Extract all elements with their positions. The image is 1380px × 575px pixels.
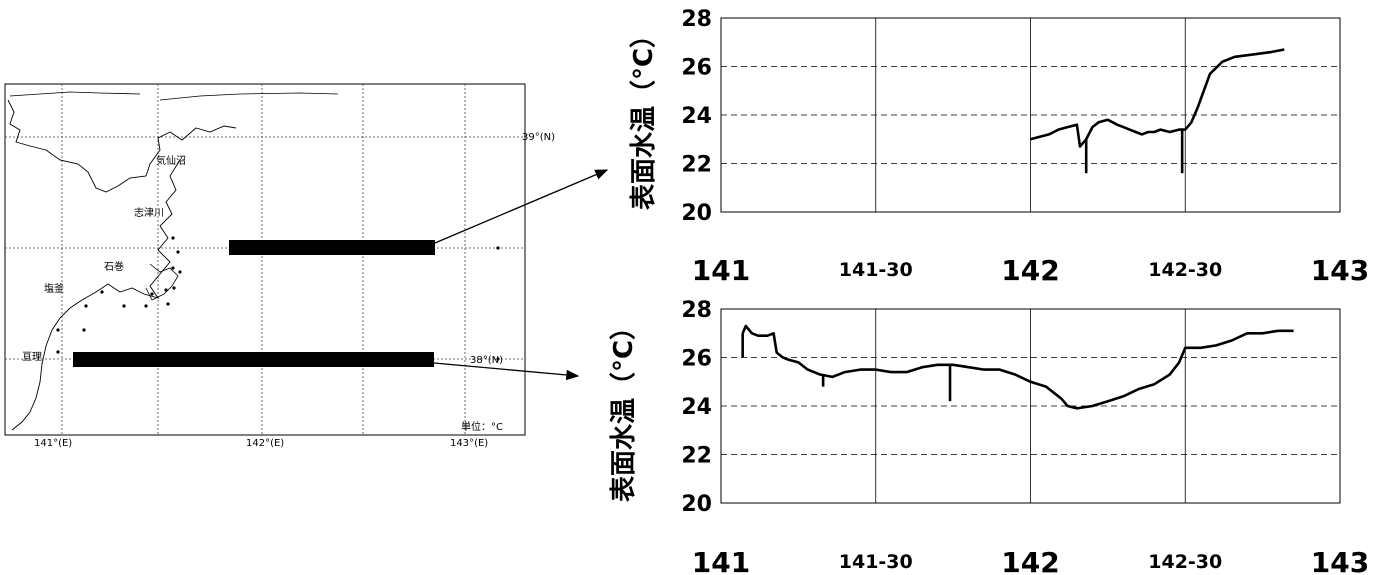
lon-label-142: 142°(E) <box>246 438 284 449</box>
y-tick-label: 28 <box>681 7 712 32</box>
station-dots <box>56 236 500 361</box>
x-tick-label: 142 <box>1001 254 1059 287</box>
place-kesennuma: 気仙沼 <box>156 154 186 167</box>
y-tick-label: 22 <box>681 153 712 178</box>
y-axis-label: 表面水温（°C） <box>609 314 639 502</box>
y-tick-label: 26 <box>681 347 712 372</box>
series-line <box>741 324 1294 410</box>
place-shizugawa: 志津川 <box>134 206 164 219</box>
x-tick-label: 141-30 <box>839 259 913 281</box>
x-tick-label: 143 <box>1311 546 1369 575</box>
y-tick-label: 20 <box>681 201 712 226</box>
transect-bar-south <box>73 352 434 367</box>
connector-arrows <box>433 169 609 381</box>
transect-bar-north <box>229 240 435 255</box>
arrow-to-lower-chart <box>433 362 580 381</box>
x-tick-label: 142 <box>1001 546 1059 575</box>
y-tick-label: 28 <box>681 298 712 323</box>
x-tick-label: 141-30 <box>839 551 913 573</box>
map-frame <box>4 83 526 436</box>
map-unit-label: 単位：°C <box>461 420 503 433</box>
place-watari: 亘理 <box>22 351 42 363</box>
x-tick-label: 143 <box>1311 254 1369 287</box>
place-ishinomaki: 石巻 <box>104 261 124 273</box>
x-tick-label: 141 <box>692 546 750 575</box>
coastline <box>7 99 237 431</box>
lat-label-39: 39°(N) <box>522 132 555 143</box>
map-panel: 39°(N) 38°(N) 141°(E) 142°(E) 143°(E) 気仙… <box>4 83 555 449</box>
lon-label-143: 143°(E) <box>450 438 488 449</box>
y-axis-label: 表面水温（°C） <box>629 22 659 210</box>
y-tick-label: 20 <box>681 492 712 517</box>
y-tick-label: 24 <box>681 104 712 129</box>
series-line <box>1030 48 1285 148</box>
coast-detail <box>9 91 339 301</box>
lon-label-141: 141°(E) <box>34 438 72 449</box>
x-tick-label: 142-30 <box>1148 259 1222 281</box>
x-tick-label: 142-30 <box>1148 551 1222 573</box>
y-tick-label: 24 <box>681 395 712 420</box>
lower-temperature-chart: 20 22 24 26 28 141 141-30 142 142-30 143 表面水温（°C… <box>609 298 1369 575</box>
arrow-to-upper-chart <box>434 169 609 244</box>
place-shiogama: 塩釜 <box>44 282 64 295</box>
upper-temperature-chart: 20 22 24 26 28 141 141-30 142 142-30 143 表面水温（°C… <box>629 7 1369 287</box>
y-tick-label: 26 <box>681 56 712 81</box>
y-tick-label: 22 <box>681 444 712 469</box>
x-tick-label: 141 <box>692 254 750 287</box>
lat-label-38: 38°(N) <box>470 355 503 366</box>
